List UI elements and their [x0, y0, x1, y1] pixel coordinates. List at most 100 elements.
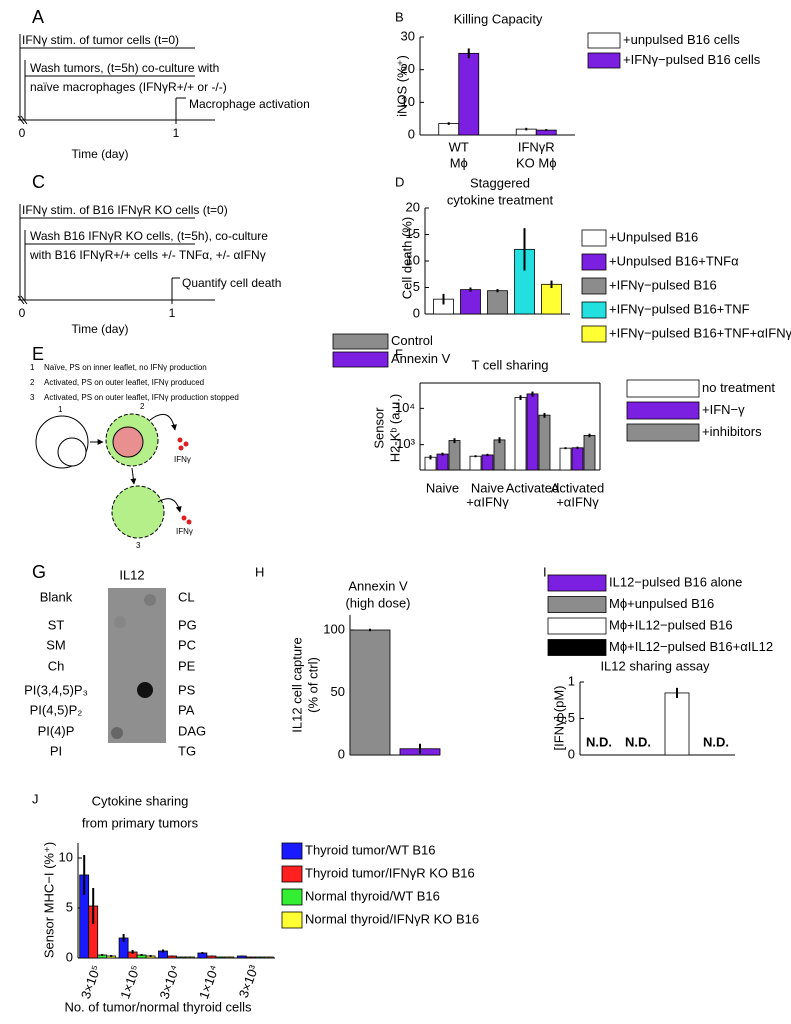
legend-label: Normal thyroid/WT B16: [305, 888, 440, 903]
bar: [541, 283, 562, 315]
chart-title: Annexin V: [348, 578, 408, 593]
legend-swatch: [332, 351, 389, 368]
lipid-label: Blank: [40, 589, 73, 604]
legend-swatch: [281, 865, 303, 883]
legend-label: +IFNγ−pulsed B16 cells: [623, 52, 761, 67]
legend-label: Control: [391, 333, 433, 348]
bar: [664, 692, 690, 756]
key-text: Activated, PS on outer leaflet, IFNγ pro…: [44, 393, 239, 402]
axis-label: 0: [19, 126, 26, 140]
y-axis-title: Cell death (%): [399, 217, 414, 299]
value-label: N.D.: [625, 734, 651, 749]
step-text: Wash tumors, (t=5h) co-culture with: [30, 61, 219, 75]
key-number: 3: [30, 393, 35, 402]
y-tick-label: 0: [408, 126, 415, 141]
x-tick-label: +αIFNγ: [556, 494, 599, 509]
cell-diagram: [35, 413, 192, 539]
key-number: 2: [30, 378, 35, 387]
x-axis-title: No. of tumor/normal thyroid cells: [64, 999, 252, 1014]
axis-label: 1: [169, 306, 176, 320]
legend-swatch: [547, 617, 607, 635]
chart-title: T cell sharing: [471, 357, 548, 372]
x-tick-label: Naive: [426, 480, 459, 495]
step-text: IFNγ stim. of B16 IFNγR KO cells (t=0): [22, 203, 228, 217]
chart-title: from primary tumors: [82, 815, 199, 830]
timeline-a: [17, 34, 215, 125]
product-label: IFNγ: [176, 527, 193, 536]
cell-number: 2: [140, 402, 145, 411]
bar: [583, 434, 596, 471]
legend-swatch: [547, 574, 607, 592]
y-tick-label: 0: [568, 746, 575, 761]
legend-label: +IFNγ−pulsed B16+TNF: [609, 301, 750, 316]
y-tick-label: 5: [66, 899, 73, 914]
legend-swatch: [587, 32, 621, 49]
x-tick-label: IFNγR: [518, 139, 555, 154]
x-tick-label: 3×10⁴: [157, 963, 183, 1001]
panel-letter: E: [32, 344, 44, 364]
legend-label: Normal thyroid/IFNγR KO B16: [305, 911, 479, 926]
legend-swatch: [547, 639, 607, 656]
panel-letter: B: [395, 9, 404, 24]
lipid-label: PG: [178, 617, 197, 632]
panel-letter: I: [543, 564, 547, 579]
y-axis-title: Sensor MHC−I (%⁺): [41, 842, 56, 958]
y-tick-label: 10⁴: [395, 400, 415, 415]
legend-label: Thyroid tumor/IFNγR KO B16: [305, 865, 475, 880]
y-tick-label: 0: [66, 949, 73, 964]
bar: [559, 447, 572, 471]
legend-label: Mϕ+IL12−pulsed B16+αIL12: [609, 639, 773, 654]
chart-title: Cytokine sharing: [92, 793, 189, 808]
lipid-label: PE: [178, 658, 196, 673]
legend-label: +unpulsed B16 cells: [623, 32, 740, 47]
step-text: Macrophage activation: [189, 97, 310, 111]
timeline-c: [17, 204, 215, 305]
legend-label: +Unpulsed B16+TNFα: [609, 253, 739, 268]
chart-title: Killing Capacity: [454, 11, 543, 26]
lipid-label: PC: [178, 637, 196, 652]
lipid-label: DAG: [178, 723, 206, 738]
panel-letter: G: [32, 562, 46, 582]
legend-swatch: [581, 253, 607, 271]
chart-title: Staggered: [470, 175, 530, 190]
legend-swatch: [281, 842, 303, 860]
legend-label: +IFNγ−pulsed B16+TNF+αIFNγ: [609, 325, 791, 340]
x-tick-label: Activated: [506, 480, 559, 495]
legend-label: +inhibitors: [702, 424, 762, 439]
axis-label: 1: [173, 126, 180, 140]
lipid-label: PI(4,5)P₂: [30, 702, 83, 717]
bar: [438, 123, 460, 136]
legend-swatch: [581, 277, 607, 295]
y-tick-label: 30: [401, 28, 415, 43]
panel-letter: D: [395, 174, 404, 189]
lipid-label: CL: [178, 589, 195, 604]
lipid-label: PI(3,4,5)P₃: [24, 682, 88, 697]
legend-swatch: [626, 379, 700, 398]
cell-number: 3: [136, 541, 141, 550]
y-axis-title: IL12 cell capture: [289, 637, 304, 732]
bar: [481, 454, 494, 471]
blot-title: IL12: [119, 567, 144, 582]
panel-letter: F: [395, 346, 403, 361]
legend-swatch: [587, 52, 621, 69]
y-tick-label: 10: [406, 252, 420, 267]
panel-letter: C: [32, 172, 45, 192]
key-number: 1: [30, 363, 35, 372]
legend-label: Thyroid tumor/WT B16: [305, 842, 436, 857]
y-tick-label: 0: [338, 746, 345, 761]
legend-swatch: [626, 401, 700, 420]
x-tick-label: +αIFNγ: [466, 494, 509, 509]
chart-title: IL12 sharing assay: [600, 658, 710, 673]
y-tick-label: 20: [401, 61, 415, 76]
key-text: Naïve, PS on inner leaflet, no IFNγ prod…: [44, 363, 207, 372]
lipid-label: SM: [46, 637, 66, 652]
bar: [487, 290, 508, 315]
chart-title: (high dose): [345, 595, 410, 610]
bar: [469, 455, 482, 471]
step-text: IFNγ stim. of tumor cells (t=0): [22, 33, 179, 47]
bar: [571, 447, 584, 471]
bar: [448, 440, 461, 471]
x-tick-label: KO Mϕ: [516, 155, 557, 170]
lipid-label: PI(4)P: [38, 723, 75, 738]
legend-swatch: [581, 325, 607, 343]
